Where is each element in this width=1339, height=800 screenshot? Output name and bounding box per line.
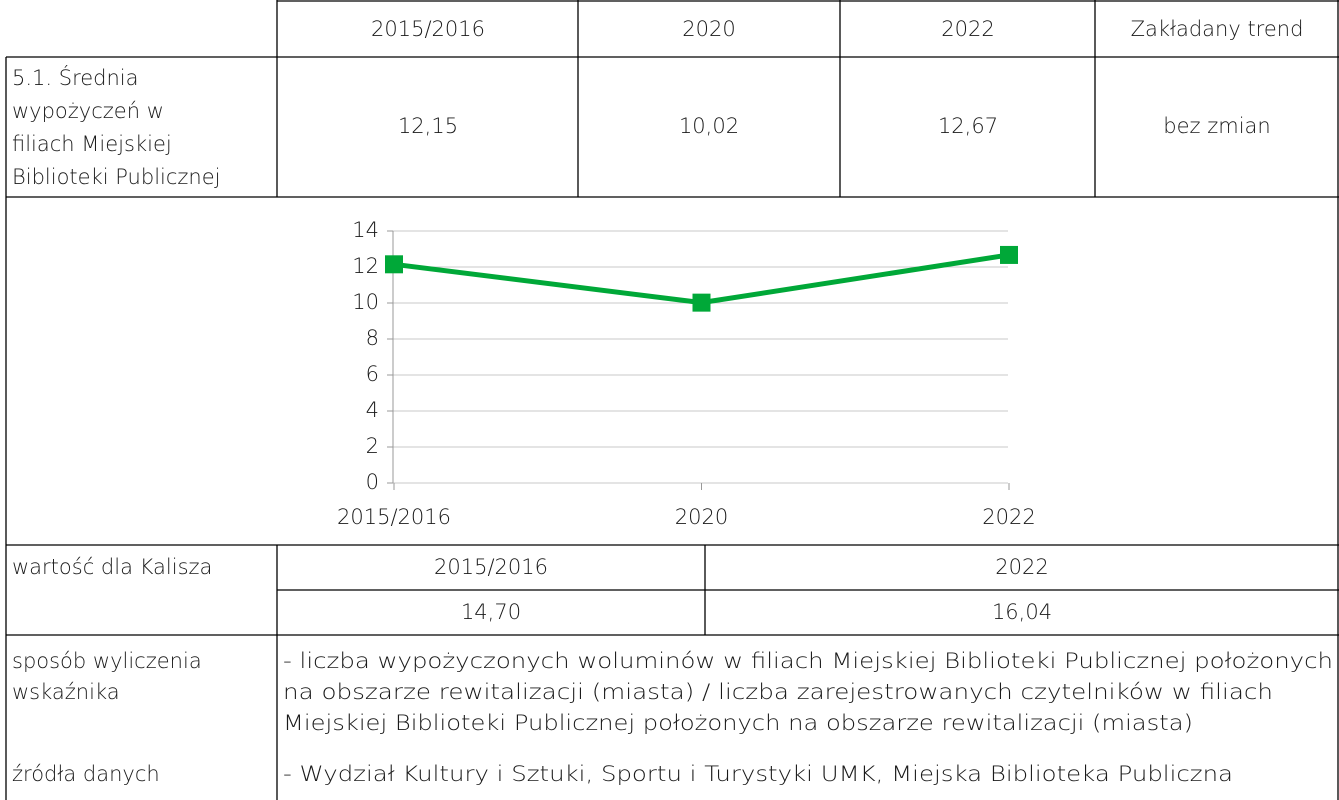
row-label: wartość dla Kalisza: [12, 555, 212, 579]
cell-value: 12,15: [398, 114, 458, 138]
header-cell: Zakładany trend: [1131, 17, 1304, 41]
cell-value: bez zmian: [1163, 114, 1270, 138]
y-tick-label: 8: [366, 326, 379, 350]
header-cell: 2015/2016: [434, 555, 548, 579]
row-label: Biblioteki Publicznej: [12, 165, 221, 189]
cell-value: 10,02: [679, 114, 739, 138]
cell-text: na obszarze rewitalizacji (miasta) / lic…: [283, 680, 1273, 704]
row-label: wypożyczeń w: [12, 99, 164, 123]
cell-value: 16,04: [992, 600, 1052, 624]
row-label: źródła danych: [12, 762, 160, 786]
cell-value: 12,67: [938, 114, 998, 138]
y-tick-label: 12: [352, 254, 379, 278]
x-tick-label: 2020: [675, 505, 728, 529]
row-label: wskaźnika: [12, 680, 120, 704]
header-cell: 2022: [995, 555, 1048, 579]
cell-text: - liczba wypożyczonych woluminów w filia…: [283, 649, 1333, 673]
table-borders: [5, 0, 1339, 800]
marker: [385, 255, 403, 274]
x-tick-label: 2022: [982, 505, 1035, 529]
y-tick-label: 6: [366, 362, 379, 386]
cell-text: Miejskiej Biblioteki Publicznej położony…: [283, 711, 1193, 735]
header-cell: 2020: [682, 17, 735, 41]
cell-text: - Wydział Kultury i Sztuki, Sportu i Tur…: [283, 762, 1233, 786]
row-label: sposób wyliczenia: [12, 649, 202, 673]
y-tick-label: 14: [352, 218, 379, 242]
row-label: 5.1. Średnia: [12, 65, 139, 90]
row-label: filiach Miejskiej: [12, 132, 172, 156]
y-tick-label: 4: [366, 398, 379, 422]
header-cell: 2015/2016: [371, 17, 485, 41]
cell-value: 14,70: [461, 600, 521, 624]
y-tick-label: 2: [366, 434, 379, 458]
y-tick-label: 0: [366, 470, 379, 494]
marker: [1000, 245, 1018, 264]
header-cell: 2022: [941, 17, 994, 41]
y-tick-label: 10: [352, 290, 379, 314]
x-tick-label: 2015/2016: [337, 505, 451, 529]
marker: [692, 293, 711, 312]
